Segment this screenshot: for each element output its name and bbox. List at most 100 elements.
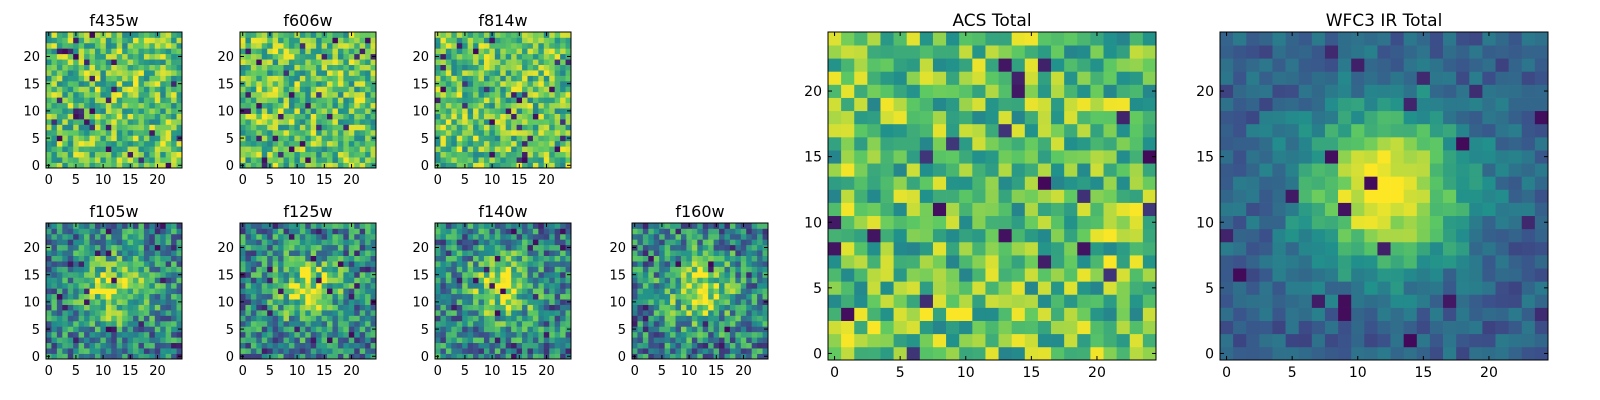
heatmap-cell (332, 53, 339, 60)
heatmap-cell (138, 32, 145, 38)
heatmap-cell (467, 277, 474, 284)
heatmap-cell (100, 124, 107, 131)
heatmap-cell (116, 113, 123, 120)
heatmap-cell (483, 233, 490, 240)
heatmap-cell (494, 80, 501, 87)
heatmap-cell (565, 151, 572, 158)
heatmap-cell (100, 86, 107, 93)
heatmap-cell (316, 326, 322, 333)
heatmap-cell (543, 70, 550, 76)
heatmap-cell (348, 37, 355, 44)
heatmap-cell (659, 233, 665, 240)
heatmap-cell (1142, 202, 1157, 217)
heatmap-cell (648, 223, 655, 229)
x-tick-label: 15 (511, 173, 528, 188)
heatmap-cell (675, 310, 682, 316)
y-tick-label: 0 (421, 159, 429, 174)
heatmap-cell (143, 91, 150, 98)
heatmap-cell (370, 70, 377, 76)
heatmap-cell (735, 266, 742, 273)
heatmap-cell (359, 353, 366, 360)
heatmap-cell (354, 310, 361, 316)
heatmap-cell (343, 129, 350, 136)
heatmap-cell (67, 53, 74, 60)
heatmap-cell (143, 124, 150, 131)
heatmap-cell (105, 86, 112, 93)
heatmap-cell (299, 233, 306, 240)
heatmap-cell (664, 348, 671, 354)
heatmap-cell (149, 331, 156, 338)
heatmap-cell (451, 151, 458, 158)
heatmap-cell (354, 228, 361, 235)
heatmap-cell (675, 353, 682, 360)
heatmap-cell (294, 282, 301, 289)
heatmap-cell (757, 315, 763, 322)
heatmap-cell (261, 288, 268, 295)
heatmap-cell (560, 310, 566, 316)
heatmap-cell (78, 135, 85, 142)
heatmap-cell (642, 326, 649, 333)
heatmap-cell (316, 129, 322, 136)
heatmap-cell (337, 102, 344, 109)
heatmap-cell (62, 337, 69, 344)
heatmap-cell (532, 162, 539, 169)
heatmap-cell (494, 304, 501, 311)
heatmap-cell (370, 119, 377, 125)
heatmap-cell (56, 293, 63, 300)
heatmap-cell (288, 299, 295, 305)
heatmap-cell (489, 282, 496, 289)
heatmap-cell (527, 129, 534, 136)
heatmap-cell (299, 91, 306, 98)
heatmap-cell (73, 151, 79, 158)
heatmap-cell (240, 37, 246, 44)
heatmap-cell (240, 250, 246, 256)
heatmap-cell (445, 151, 452, 158)
heatmap-cell (261, 348, 268, 354)
heatmap-cell (686, 277, 693, 284)
heatmap-cell (740, 320, 747, 327)
panel-title: f105w (89, 202, 138, 221)
heatmap-cell (527, 288, 534, 295)
heatmap-cell (708, 353, 714, 360)
heatmap-cell (154, 261, 161, 267)
heatmap-cell (62, 282, 69, 289)
heatmap-cell (327, 255, 333, 262)
heatmap-cell (78, 228, 85, 235)
heatmap-cell (1129, 215, 1144, 230)
heatmap-cell (100, 320, 107, 327)
heatmap-cell (440, 299, 447, 305)
heatmap-cell (675, 233, 682, 240)
heatmap-cell (365, 91, 371, 98)
heatmap-cell (729, 233, 736, 240)
heatmap-cell (642, 315, 649, 322)
heatmap-cell (637, 250, 644, 256)
heatmap-cell (133, 37, 139, 44)
heatmap-cell (478, 86, 485, 93)
heatmap-cell (841, 294, 855, 308)
heatmap-cell (456, 64, 463, 71)
heatmap-cell (757, 326, 763, 333)
heatmap-cell (171, 331, 177, 338)
heatmap-cell (522, 97, 528, 104)
heatmap-cell (500, 261, 507, 267)
heatmap-cell (272, 293, 279, 300)
heatmap-cell (560, 119, 566, 125)
heatmap-cell (1103, 346, 1117, 361)
heatmap-cell (1090, 228, 1104, 243)
heatmap-cell (505, 299, 512, 305)
heatmap-cell (489, 299, 496, 305)
heatmap-cell (435, 320, 441, 327)
y-tick-label: 0 (32, 350, 40, 365)
heatmap-cell (867, 333, 881, 348)
heatmap-cell (1103, 163, 1117, 177)
heatmap-cell (160, 124, 167, 131)
heatmap-cell (516, 271, 523, 278)
heatmap-cell (256, 228, 263, 235)
heatmap-cell (440, 124, 447, 131)
heatmap-cell (337, 255, 344, 262)
heatmap-cell (111, 59, 118, 65)
x-tick-label: 5 (72, 173, 80, 188)
heatmap-cell (1129, 320, 1144, 335)
heatmap-cell (354, 331, 361, 338)
